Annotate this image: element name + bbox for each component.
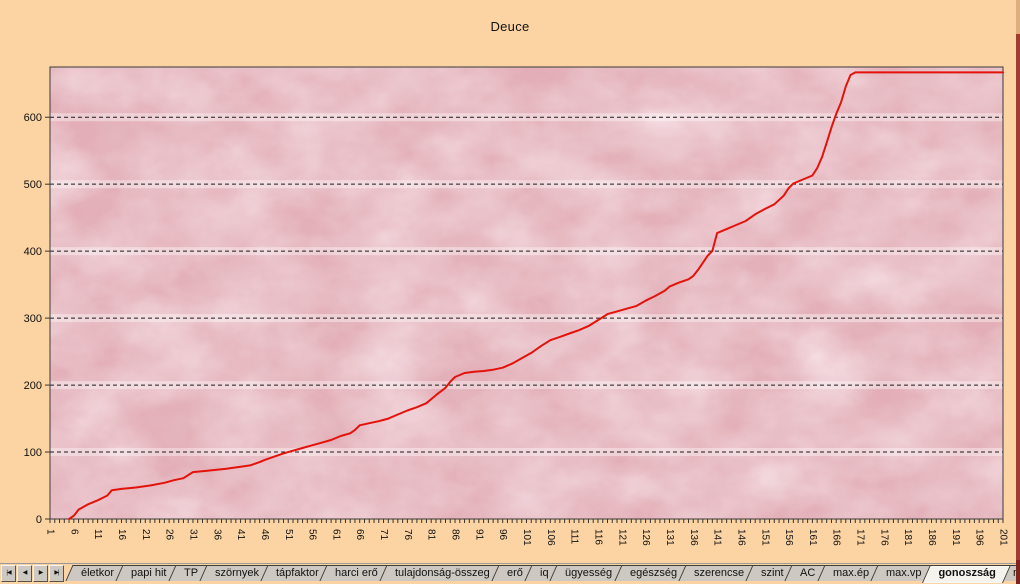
x-axis-label: 126 [640,529,651,546]
last-sheet-button[interactable]: ▶| [49,565,64,582]
x-axis-label: 51 [283,529,294,541]
x-axis-label: 16 [116,529,127,541]
sheet-tab-label: szerencse [693,567,744,579]
x-axis-label: 91 [473,529,484,541]
y-axis-label: 600 [24,112,42,124]
sheet-tab-bar: |◀ ◀ ▶ ▶| életkor papi hit TP szörnyek tápfakto… [0,563,1020,584]
y-axis-label: 300 [24,313,42,325]
x-axis-label: 146 [735,529,746,546]
next-sheet-button[interactable]: ▶ [33,565,48,582]
y-axis-label: 200 [24,380,42,392]
prev-sheet-button[interactable]: ◀ [17,565,32,582]
x-axis-label: 36 [211,529,222,541]
sheet-tab-label: ügyesség [565,567,613,579]
x-axis-label: 186 [926,529,937,546]
x-axis-label: 21 [140,529,151,541]
sheet-tab-label: gonoszság [938,567,997,579]
x-axis-label: 86 [450,529,461,541]
x-axis-label: 56 [307,529,318,541]
data-series-line [68,71,1004,520]
y-axis-label: 500 [24,179,42,191]
sheet-tab-label: harci erő [335,567,379,579]
x-axis-label: 171 [855,529,866,546]
sheet-tab-label: iq [539,567,549,579]
x-axis-label: 46 [259,529,270,541]
x-axis-label: 41 [235,529,246,541]
x-axis-label: 26 [164,529,175,541]
sheet-tab-label: egészség [629,567,677,579]
sheet-tab-label: max.ép [832,567,869,579]
x-axis-label: 121 [616,529,627,546]
x-axis-label: 96 [497,529,508,541]
x-axis-label: 31 [187,529,198,541]
x-axis-label: 61 [330,529,341,541]
chart-canvas: Deuce 0 100 200 300 400 500 600 1 6 11 16 21 26 31 36 4… [24,0,1020,584]
sheet-tab-label: tulajdonság-összeg [395,567,491,579]
x-axis-label: 131 [664,529,675,546]
x-axis-label: 201 [998,529,1009,546]
plot-border [49,66,1004,520]
sheet-tab-label: AC [800,567,816,579]
sheet-tab-label: papi hit [131,567,167,579]
x-axis-label: 176 [878,529,889,546]
x-axis-label: 136 [688,529,699,546]
x-axis-label: 11 [92,529,103,540]
x-axis-label: 151 [759,529,770,546]
x-axis-label: 181 [902,529,913,546]
x-axis-label: 191 [950,529,961,546]
sheet-tab-label: erő [507,567,523,579]
y-axis-label: 400 [24,246,42,258]
sheet-tab-label: max.vp [885,567,922,579]
sheet-tab-label: tápfaktor [275,567,319,579]
x-axis-label: 71 [378,529,389,541]
x-axis-label: 81 [426,529,437,541]
x-axis-label: 196 [974,529,985,546]
x-axis-label: 66 [354,529,365,541]
sheet-nav-buttons: |◀ ◀ ▶ ▶| [0,564,66,582]
y-axis-label: 0 [36,514,42,526]
plot-texture-dark [50,67,1003,519]
sheet-tab-label: szörnyek [214,567,259,579]
x-axis-label: 76 [402,529,413,541]
x-axis-label: 101 [521,529,532,546]
sheet-tab-gonoszság[interactable]: gonoszság [922,565,1012,583]
sheet-tab-tulajdonság-összeg[interactable]: tulajdonság-összeg [379,565,506,581]
chart-title: Deuce [490,19,530,34]
x-axis-label: 1 [45,529,56,535]
x-axis-label: 6 [68,529,79,535]
y-axis-label: 100 [24,447,42,459]
first-sheet-button[interactable]: |◀ [1,565,16,582]
x-axis-label: 106 [545,529,556,546]
x-axis-label: 141 [712,529,723,546]
sheet-tab-label: TP [183,567,198,579]
x-axis-label: 161 [807,529,818,546]
sheet-tabs: életkor papi hit TP szörnyek tápfaktor harci … [65,564,1020,583]
window-right-edge [1016,0,1020,584]
sheet-tab-label: szint [760,567,784,579]
x-axis-label: 111 [569,529,580,545]
x-axis-label: 156 [783,529,794,546]
sheet-tab-label: életkor [81,567,115,579]
x-axis-label: 116 [592,529,603,545]
x-axis-label: 166 [831,529,842,546]
